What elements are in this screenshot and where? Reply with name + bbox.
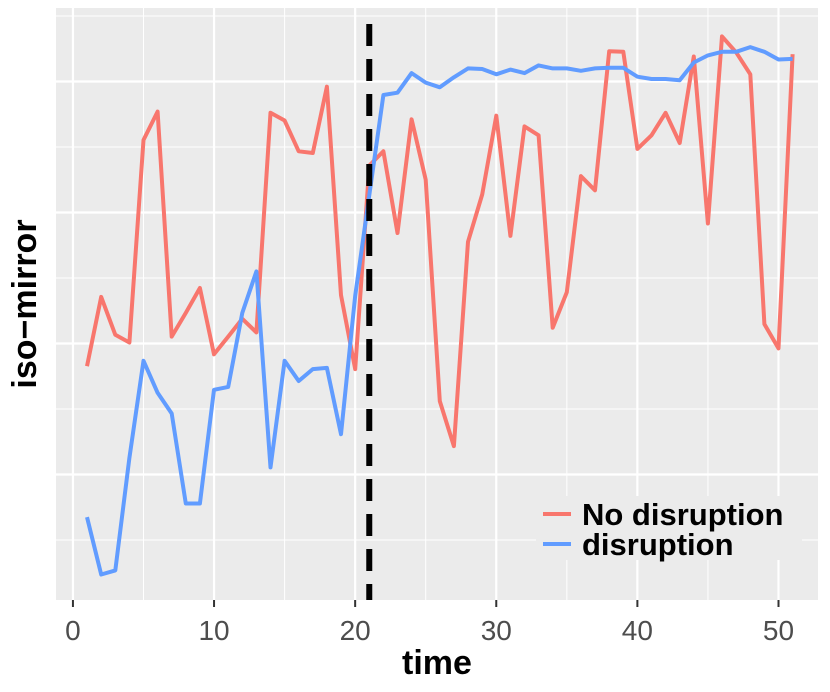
legend-item-disruption: disruption [543,527,734,562]
grid-minor [56,8,818,600]
x-tick-label: 40 [622,615,653,646]
x-axis-title: time [402,644,472,682]
legend-label-no-disruption: No disruption [582,497,783,532]
x-tick-label: 0 [65,615,81,646]
x-tick-label: 50 [763,615,794,646]
series-line-no-disruption [85,34,795,449]
legend: No disruption disruption [536,496,802,562]
series-layer [85,34,795,577]
legend-label-disruption: disruption [582,527,734,562]
x-axis-tick-labels: 0 10 20 30 40 50 [65,615,794,646]
legend-item-no-disruption: No disruption [543,497,783,532]
x-tick-label: 10 [198,615,229,646]
x-tick-label: 30 [481,615,512,646]
series-line-disruption [85,45,793,577]
y-axis-title: iso−mirror [6,219,44,388]
x-tick-label: 20 [340,615,371,646]
x-axis-ticks [71,600,780,607]
legend-background [536,496,802,560]
